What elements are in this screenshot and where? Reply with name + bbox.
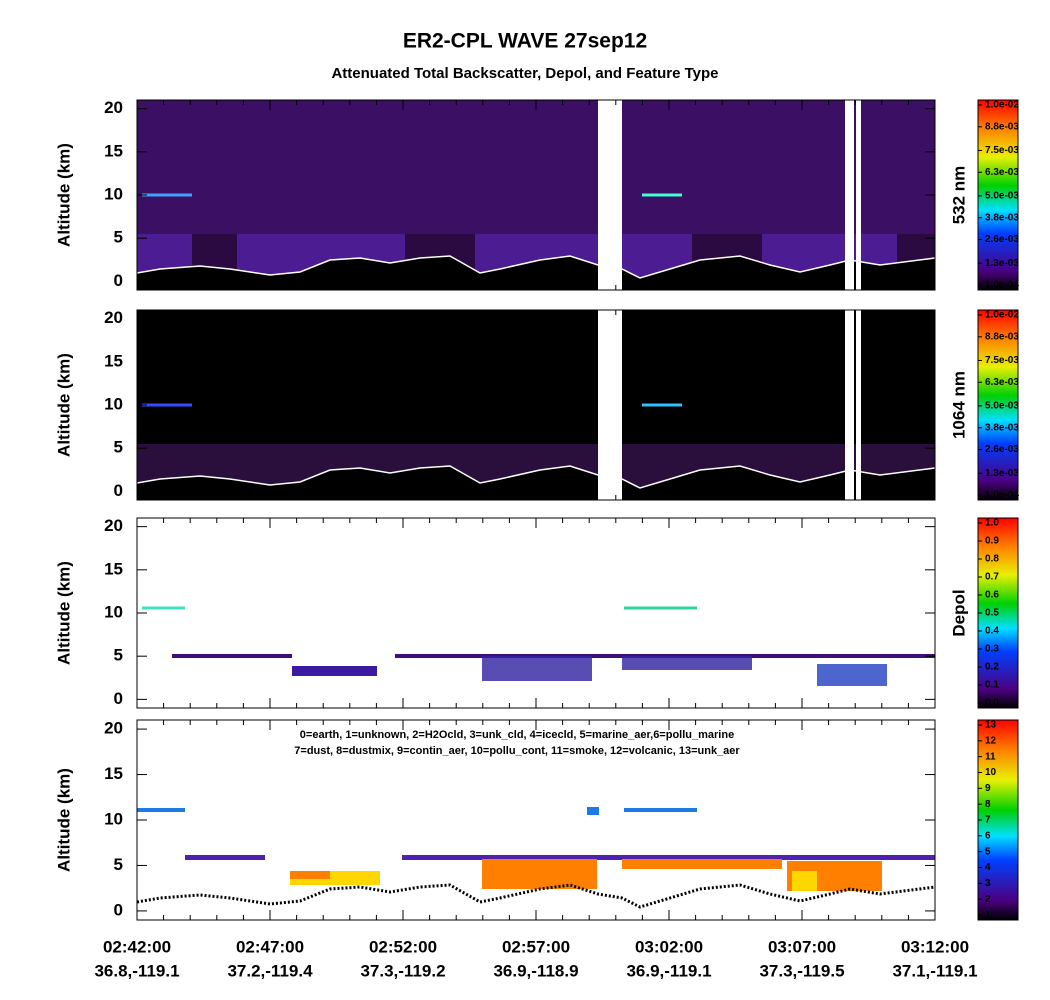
colorbar-tick-label: 12: [985, 735, 997, 746]
y-tick-label: 15: [104, 559, 123, 578]
y-tick-label: 5: [114, 228, 123, 247]
backscatter-1064-image: [136, 310, 936, 500]
colorbar-tick-label: 0.2: [985, 662, 999, 673]
x-tick-location: 36.9,-118.9: [493, 961, 578, 980]
y-tick-label: 10: [104, 809, 123, 828]
colorbar-tick-label: 9: [985, 783, 991, 794]
colorbar-tick-label: 1.0e-02: [985, 100, 1019, 111]
colorbar: [977, 517, 1019, 709]
colorbar-tick-label: 1.0e-02: [985, 310, 1019, 321]
x-tick-label: 03:12:00: [901, 937, 969, 956]
colorbar-tick-label: 1.0: [985, 518, 999, 529]
colorbar-label: 1064 nm: [949, 371, 968, 439]
feature-type-image: [135, 807, 937, 909]
legend-annotation: 7=dust, 8=dustmix, 9=contin_aer, 10=poll…: [294, 745, 740, 757]
y-tick-label: 20: [104, 719, 123, 738]
x-tick-label: 03:02:00: [635, 937, 703, 956]
legend-annotation: 0=earth, 1=unknown, 2=H2Ocld, 3=unk_cld,…: [300, 729, 734, 741]
colorbar-tick-label: 5.0e-03: [985, 191, 1019, 202]
colorbar-tick-label: 0.5: [985, 608, 999, 619]
colorbar-tick-label: 2.6e-03: [985, 234, 1019, 245]
colorbar-tick-label: 1.0e-04: [985, 280, 1019, 291]
colorbar-label: Depol: [949, 589, 968, 636]
y-tick-label: 0: [114, 900, 123, 919]
x-tick-location: 37.2,-119.4: [227, 961, 313, 980]
colorbar-tick-label: 8.8e-03: [985, 331, 1019, 342]
colorbar-tick-label: 7.5e-03: [985, 145, 1019, 156]
colorbar-tick-label: 0.0: [985, 698, 999, 709]
x-tick-label: 02:47:00: [236, 937, 304, 956]
colorbar: [977, 309, 1019, 501]
depol-image: [142, 606, 935, 686]
colorbar-tick-label: 1: [985, 910, 991, 921]
y-tick-label: 15: [104, 141, 123, 160]
colorbar-tick-label: 6.3e-03: [985, 377, 1019, 388]
backscatter-532-image: [136, 100, 936, 290]
colorbar-tick-label: 0.3: [985, 644, 999, 655]
colorbar-tick-label: 7: [985, 815, 991, 826]
x-tick-location: 37.3,-119.2: [360, 961, 445, 980]
y-tick-label: 20: [104, 516, 123, 535]
colorbar-tick-label: 1.3e-03: [985, 258, 1019, 269]
colorbar-tick-label: 6.3e-03: [985, 167, 1019, 178]
y-tick-label: 15: [104, 351, 123, 370]
colorbar-tick-label: 6: [985, 830, 991, 841]
colorbar-tick-label: 8.8e-03: [985, 121, 1019, 132]
x-tick-location: 37.1,-119.1: [892, 961, 977, 980]
colorbar-label: 532 nm: [949, 166, 968, 225]
colorbar-tick-label: 1.0e-04: [985, 490, 1019, 501]
colorbar-tick-label: 0.4: [985, 626, 999, 637]
y-tick-label: 5: [114, 855, 123, 874]
chart-title: ER2-CPL WAVE 27sep12: [403, 30, 647, 53]
colorbar-tick-label: 0.7: [985, 572, 999, 583]
colorbar-tick-label: 5.0e-03: [985, 401, 1019, 412]
colorbar-tick-label: 3.8e-03: [985, 422, 1019, 433]
colorbar-tick-label: 13: [985, 720, 997, 731]
y-axis-label: Altitude (km): [54, 561, 73, 665]
x-tick-location: 37.3,-119.5: [759, 961, 844, 980]
x-tick-location: 36.8,-119.1: [94, 961, 179, 980]
x-tick-label: 02:52:00: [369, 937, 437, 956]
y-tick-label: 20: [104, 98, 123, 117]
colorbar: [977, 99, 1019, 291]
y-tick-label: 5: [114, 438, 123, 457]
colorbar-tick-label: 3: [985, 878, 991, 889]
colorbar-tick-label: 0.8: [985, 554, 999, 565]
colorbar-tick-label: 3.8e-03: [985, 212, 1019, 223]
colorbar-tick-label: 4: [985, 862, 991, 873]
chart-subtitle: Attenuated Total Backscatter, Depol, and…: [331, 65, 718, 82]
y-tick-label: 20: [104, 308, 123, 327]
colorbar-tick-label: 10: [985, 767, 997, 778]
x-tick-label: 03:07:00: [768, 937, 836, 956]
y-tick-label: 0: [114, 271, 123, 290]
y-tick-label: 5: [114, 646, 123, 665]
colorbar-tick-label: 2: [985, 894, 991, 905]
colorbar-tick-label: 5: [985, 846, 991, 857]
colorbar-tick-label: 7.5e-03: [985, 355, 1019, 366]
y-tick-label: 0: [114, 689, 123, 708]
y-axis-label: Altitude (km): [54, 768, 73, 872]
y-tick-label: 15: [104, 764, 123, 783]
y-tick-label: 10: [104, 394, 123, 413]
colorbar-tick-label: 1.3e-03: [985, 468, 1019, 479]
y-tick-label: 10: [104, 184, 123, 203]
colorbar-tick-label: 8: [985, 799, 991, 810]
y-axis-label: Altitude (km): [54, 353, 73, 457]
x-tick-label: 02:57:00: [502, 937, 570, 956]
colorbar: [977, 719, 1019, 921]
colorbar-tick-label: 0.1: [985, 680, 999, 691]
y-tick-label: 0: [114, 481, 123, 500]
x-tick-label: 02:42:00: [103, 937, 171, 956]
colorbar-tick-label: 0.9: [985, 536, 999, 547]
colorbar-tick-label: 2.6e-03: [985, 444, 1019, 455]
colorbar-tick-label: 11: [985, 751, 996, 762]
x-tick-location: 36.9,-119.1: [626, 961, 711, 980]
y-axis-label: Altitude (km): [54, 143, 73, 247]
colorbar-tick-label: 0.6: [985, 590, 999, 601]
y-tick-label: 10: [104, 602, 123, 621]
